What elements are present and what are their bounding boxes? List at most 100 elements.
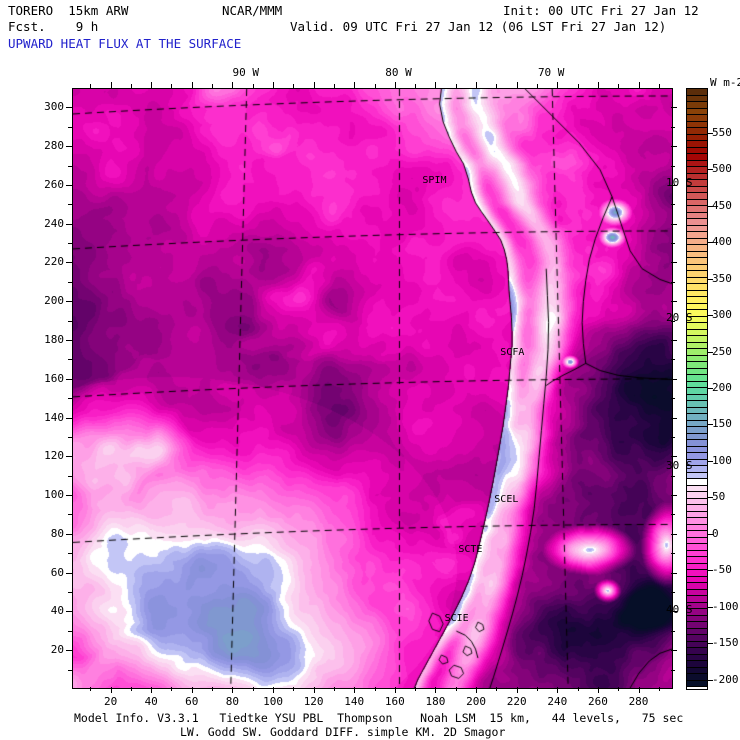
axis-tick <box>671 650 677 652</box>
colorbar-tick <box>708 424 713 426</box>
colorbar-cell <box>687 245 707 252</box>
colorbar-area: W m-2 550 500 450 400 350 300 250 200 150 100 50 0-… <box>666 76 740 698</box>
colorbar-tick <box>708 533 713 535</box>
colorbar-cell <box>687 427 707 434</box>
axis-tick <box>66 378 72 380</box>
colorbar-cell <box>687 342 707 349</box>
y-axis-tick-label: 80 <box>50 526 64 540</box>
axis-tick <box>110 687 112 693</box>
axis-tick <box>671 398 675 400</box>
colorbar-cell <box>687 446 707 453</box>
colorbar-cell <box>687 518 707 525</box>
axis-tick <box>658 84 660 88</box>
axis-tick <box>671 146 677 148</box>
colorbar-cell <box>687 505 707 512</box>
colorbar-cell <box>687 336 707 343</box>
colorbar-tick-label: 350 <box>712 271 732 285</box>
axis-tick <box>313 687 315 693</box>
colorbar-tick <box>708 460 713 462</box>
axis-tick <box>671 243 675 245</box>
colorbar-cell <box>687 511 707 518</box>
map-frame <box>72 88 673 689</box>
axis-tick <box>68 243 72 245</box>
axis-tick <box>66 456 72 458</box>
colorbar-cell <box>687 492 707 499</box>
colorbar-cell <box>687 479 707 486</box>
colorbar-cell <box>687 537 707 544</box>
colorbar-cell <box>687 654 707 661</box>
axis-tick <box>536 687 538 691</box>
axis-tick <box>273 687 275 693</box>
longitude-label: 70 W <box>537 66 565 79</box>
colorbar-cell <box>687 284 707 291</box>
x-axis-tick-label: 40 <box>144 695 158 708</box>
axis-tick <box>557 687 559 693</box>
y-axis-tick-label: 240 <box>44 216 64 230</box>
axis-tick <box>638 687 640 693</box>
y-axis-tick-label: 60 <box>50 565 64 579</box>
colorbar-cell <box>687 89 707 96</box>
axis-tick <box>557 82 559 88</box>
axis-tick <box>130 84 132 88</box>
axis-tick <box>313 82 315 88</box>
colorbar-cell <box>687 173 707 180</box>
axis-tick <box>68 475 72 477</box>
colorbar-cell <box>687 641 707 648</box>
colorbar-cell <box>687 414 707 421</box>
colorbar-cell <box>687 466 707 473</box>
axis-tick <box>671 611 677 613</box>
x-axis-tick-label: 120 <box>303 695 324 708</box>
x-axis-tick-label: 200 <box>466 695 486 708</box>
colorbar <box>686 88 708 690</box>
axis-tick <box>455 687 457 691</box>
colorbar-cell <box>687 407 707 414</box>
header-model-name: TORERO 15km ARW <box>8 3 129 18</box>
y-axis-tick-label: 180 <box>44 333 64 346</box>
axis-tick <box>66 611 72 613</box>
colorbar-cell <box>687 576 707 583</box>
axis-tick <box>415 687 417 691</box>
x-axis-tick-label: 180 <box>425 695 446 708</box>
colorbar-tick-label: 200 <box>712 381 732 394</box>
header-forecast-hour: Fcst. 9 h <box>8 19 99 34</box>
axis-tick <box>252 84 254 88</box>
colorbar-tick-label: -200 <box>712 672 739 686</box>
axis-tick <box>671 495 677 497</box>
axis-tick <box>293 84 295 88</box>
axis-tick <box>671 456 677 458</box>
axis-tick <box>671 281 675 283</box>
colorbar-tick <box>708 278 713 280</box>
axis-tick <box>671 223 677 225</box>
colorbar-tick <box>708 679 713 681</box>
colorbar-cell <box>687 251 707 258</box>
colorbar-cell <box>687 323 707 330</box>
colorbar-cell <box>687 394 707 401</box>
axis-tick <box>476 687 478 693</box>
axis-tick <box>66 572 72 574</box>
colorbar-tick <box>708 606 713 608</box>
axis-tick <box>66 223 72 225</box>
y-axis-tick-label: 300 <box>44 100 64 114</box>
colorbar-tick <box>708 169 713 171</box>
colorbar-cell <box>687 563 707 570</box>
colorbar-cell <box>687 661 707 668</box>
colorbar-tick-label: 500 <box>712 162 732 176</box>
colorbar-cell <box>687 420 707 427</box>
axis-tick <box>671 320 675 322</box>
axis-tick <box>68 592 72 593</box>
colorbar-tick-label: -150 <box>712 636 739 650</box>
axis-tick <box>232 687 234 693</box>
axis-tick <box>293 687 295 691</box>
axis-tick <box>671 165 675 167</box>
axis-tick <box>435 82 437 88</box>
city-label: SCTE <box>458 544 483 556</box>
x-axis-tick-label: 240 <box>547 695 568 708</box>
colorbar-tick-label: -100 <box>712 599 739 613</box>
axis-tick <box>536 84 538 88</box>
axis-tick <box>252 687 254 691</box>
map-plot-area: 300 280 260 240 220 200 180 160 140 120 100 80 60 40 2… <box>44 66 677 708</box>
axis-tick <box>68 514 72 516</box>
axis-tick <box>171 84 173 88</box>
colorbar-cell <box>687 206 707 213</box>
axis-tick <box>191 687 193 693</box>
